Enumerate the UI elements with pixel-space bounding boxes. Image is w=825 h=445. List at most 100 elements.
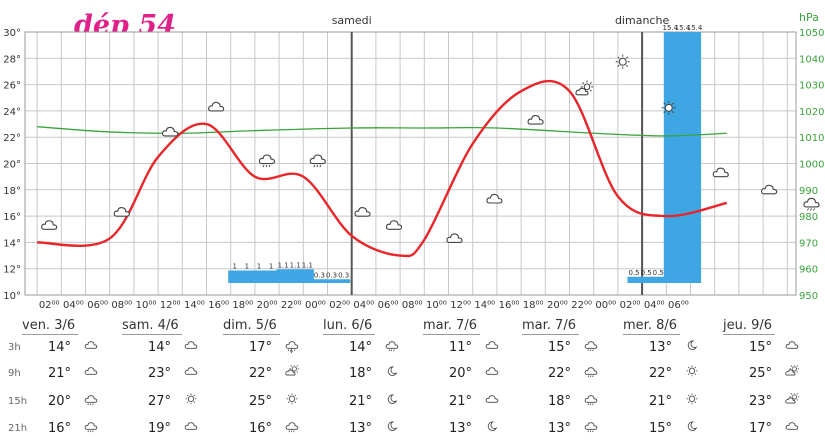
precip-bar <box>228 270 242 283</box>
y2-tick-label: 1050 <box>799 28 824 39</box>
forecast-temp: 13° <box>349 421 373 436</box>
precip-label: 15.4 <box>675 24 691 32</box>
cloud-icon <box>41 220 58 230</box>
forecast-temp: 20° <box>48 394 72 409</box>
forecast-day-text: dim. 5/6 <box>223 318 280 335</box>
y2-axis-label: hPa <box>799 11 819 24</box>
cloud-icon <box>184 422 198 430</box>
forecast-day-label: jeu. 9/6 <box>723 318 776 335</box>
forecast-temp: 21° <box>649 394 673 409</box>
forecast-day-text: mar. 7/6 <box>522 318 579 335</box>
forecast-temp: 17° <box>749 421 773 436</box>
cloud-icon <box>527 115 544 125</box>
x-tick-label: 04⁰⁰ <box>644 300 665 311</box>
partly-cloudy-icon <box>285 365 300 376</box>
precip-bar <box>675 32 689 283</box>
forecast-day-label: mer. 8/6 <box>623 318 680 335</box>
y-tick-label: 28° <box>3 54 21 65</box>
rain-icon <box>84 395 98 406</box>
forecast-temp: 27° <box>148 394 172 409</box>
x-tick-label: 14⁰⁰ <box>474 300 495 311</box>
y-tick-label: 26° <box>3 81 21 92</box>
x-tick-label: 16⁰⁰ <box>499 300 520 311</box>
forecast-day-text: lun. 6/6 <box>323 318 376 335</box>
y2-tick-label: 1000 <box>799 160 824 171</box>
precip-label: 1 <box>245 263 249 271</box>
forecast-row-label: 21h <box>8 423 28 434</box>
precip-bar <box>264 270 278 283</box>
cloud-icon <box>184 341 198 349</box>
forecast-temp: 15° <box>749 340 773 355</box>
x-tick-label: 06⁰⁰ <box>668 300 689 311</box>
y-tick-label: 30° <box>3 28 21 39</box>
forecast-temp: 14° <box>48 340 72 355</box>
x-tick-label: 18⁰⁰ <box>523 300 544 311</box>
moon-icon <box>387 394 398 404</box>
cloud-icon <box>208 101 225 112</box>
forecast-temp: 21° <box>449 394 473 409</box>
x-tick-label: 20⁰⁰ <box>547 300 568 311</box>
storm-icon <box>285 341 299 353</box>
forecast-temp: 11° <box>449 340 473 355</box>
forecast-temp: 14° <box>148 340 172 355</box>
partly-cloudy-icon <box>575 80 594 96</box>
x-tick-label: 02⁰⁰ <box>620 300 641 311</box>
forecast-row-label: 3h <box>8 342 21 353</box>
rain-icon <box>309 154 326 168</box>
precip-label: 0.5 <box>641 269 652 277</box>
precip-bar <box>663 32 677 283</box>
y2-tick-label: 980 <box>799 212 818 223</box>
x-tick-label: 00⁰⁰ <box>595 300 616 311</box>
cloud-icon <box>84 341 98 349</box>
x-tick-label: 08⁰⁰ <box>111 300 132 311</box>
y2-tick-label: 990 <box>799 186 818 197</box>
precip-bar <box>252 270 266 283</box>
precip-label: 1 <box>257 263 261 271</box>
forecast-temp: 22° <box>548 366 572 381</box>
cloud-icon <box>486 193 503 204</box>
partly-cloudy-icon <box>785 365 800 376</box>
rain-icon <box>584 422 598 433</box>
moon-icon <box>687 340 698 350</box>
x-tick-label: 12⁰⁰ <box>160 300 181 311</box>
y-tick-label: 18° <box>3 186 21 197</box>
precip-label: 15.4 <box>687 24 703 32</box>
cloud-icon <box>785 422 799 430</box>
moon-icon <box>387 421 398 431</box>
temperature-line <box>37 79 728 258</box>
moon-icon <box>487 421 498 431</box>
forecast-temp: 23° <box>148 366 172 381</box>
y-tick-label: 24° <box>3 107 21 118</box>
cloud-icon <box>113 207 130 217</box>
cloud-icon <box>446 233 463 244</box>
cloud-icon <box>712 167 729 178</box>
x-tick-label: 14⁰⁰ <box>184 300 205 311</box>
forecast-temp: 16° <box>249 421 273 436</box>
forecast-temp: 18° <box>548 394 572 409</box>
precip-label: 1.1 <box>290 261 301 269</box>
rain-icon <box>258 154 276 168</box>
cloud-icon <box>761 184 778 195</box>
precip-bar <box>651 276 665 283</box>
moon-icon <box>387 366 398 376</box>
precip-bar <box>337 279 351 283</box>
pressure-line <box>37 126 727 137</box>
forecast-day-label: lun. 6/6 <box>323 318 376 335</box>
precip-label: 1 <box>269 263 273 271</box>
forecast-temp: 21° <box>48 366 72 381</box>
precip-label: 15.4 <box>663 24 679 32</box>
precip-label: 0.3 <box>326 271 337 279</box>
cloud-icon <box>162 126 179 137</box>
precip-bar <box>276 269 290 283</box>
forecast-row-label: 9h <box>8 368 21 379</box>
y-tick-label: 16° <box>3 212 21 223</box>
day-marker-label: samedi <box>332 14 372 27</box>
forecast-temp: 13° <box>449 421 473 436</box>
forecast-temp: 19° <box>148 421 172 436</box>
y-tick-label: 12° <box>3 265 21 276</box>
rain-icon <box>584 367 598 378</box>
y2-tick-label: 960 <box>799 265 818 276</box>
forecast-temp: 17° <box>249 340 273 355</box>
x-tick-label: 02⁰⁰ <box>39 300 60 311</box>
